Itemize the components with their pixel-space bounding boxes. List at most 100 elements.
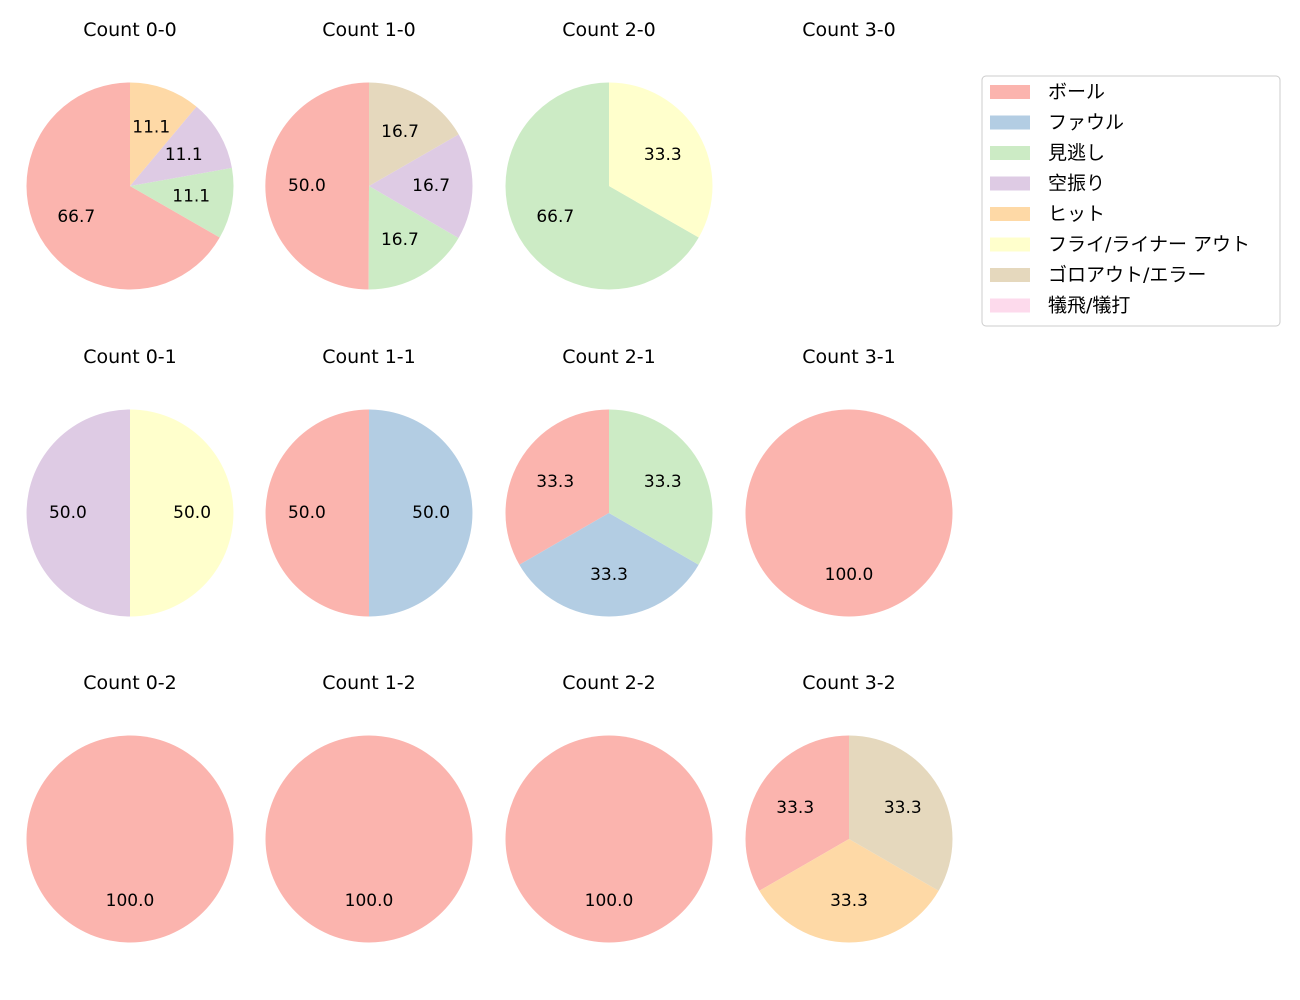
pie-slice-count-0-0-3 [130, 82, 197, 186]
slice-label: 100.0 [585, 891, 634, 911]
legend-label: ボール [1048, 81, 1105, 103]
legend-swatch [990, 85, 1030, 99]
pie-slice-count-1-0-2 [369, 134, 473, 238]
chart-title: Count 2-2 [562, 672, 656, 694]
pie-slice-count-0-0-1 [130, 167, 234, 238]
pie-slice-count-3-2-1 [759, 839, 939, 943]
slice-label: 33.3 [644, 145, 682, 165]
slice-label: 33.3 [884, 798, 922, 818]
slice-label: 16.7 [412, 176, 450, 196]
legend-label: 犠飛/犠打 [1048, 295, 1130, 317]
legend-swatch [990, 237, 1030, 252]
pie-slice-count-0-1-1 [130, 409, 234, 617]
legend-item-7: 犠飛/犠打 [990, 295, 1130, 317]
chart-title: Count 3-0 [802, 19, 896, 41]
pie-slice-count-0-0-2 [130, 106, 232, 186]
legend-swatch [990, 298, 1030, 313]
pie-count-2-2: Count 2-2 100.0 [505, 672, 713, 943]
slice-label: 100.0 [825, 565, 874, 585]
legend-swatch [990, 207, 1030, 221]
pie-slice-count-1-1-0 [265, 409, 369, 617]
legend-item-0: ボール [990, 81, 1105, 103]
legend-label: ファウル [1048, 112, 1124, 134]
slice-label: 66.7 [57, 207, 95, 227]
pie-count-0-2: Count 0-2 100.0 [26, 672, 234, 943]
charts-group: Count 0-0 66.7 11.1 11.1 11.1 Count 1-0 50.0 16… [26, 19, 953, 943]
legend-frame [981, 75, 1281, 327]
pie-count-2-1: Count 2-1 33.3 33.3 33.3 [505, 346, 713, 617]
pie-slice-count-2-0-0 [505, 82, 699, 290]
chart-title: Count 0-1 [83, 346, 177, 368]
pie-slice-count-2-0-1 [609, 82, 713, 238]
legend-label: 見逃し [1048, 142, 1105, 164]
pie-slice-count-2-1-2 [609, 409, 713, 565]
legend-label: ヒット [1048, 203, 1105, 225]
pie-count-2-0: Count 2-0 66.7 33.3 [505, 19, 713, 290]
chart-title: Count 0-0 [83, 19, 177, 41]
slice-label: 100.0 [345, 891, 394, 911]
pie-slice-count-2-2-0 [505, 735, 713, 943]
pie-slice-count-1-0-1 [368, 186, 459, 290]
pie-count-1-0: Count 1-0 50.0 16.7 16.7 16.7 [265, 19, 473, 290]
slice-label: 100.0 [106, 891, 155, 911]
pie-slice-count-0-1-0 [26, 409, 131, 617]
pie-slice-count-3-1-0 [745, 409, 953, 617]
slice-label: 66.7 [536, 207, 574, 227]
slice-label: 33.3 [644, 472, 682, 492]
chart-title: Count 0-2 [83, 672, 177, 694]
slice-label: 33.3 [590, 565, 628, 585]
pie-slice-count-1-0-0 [265, 82, 369, 290]
pie-slice-count-2-1-0 [505, 409, 609, 565]
pie-count-3-2: Count 3-2 33.3 33.3 33.3 [745, 672, 953, 943]
pie-slice-count-3-2-2 [849, 735, 953, 891]
slice-label: 11.1 [172, 187, 210, 207]
slice-label: 16.7 [381, 230, 419, 250]
slice-label: 33.3 [830, 891, 868, 911]
legend-item-5: フライ/ライナー アウト [990, 234, 1250, 256]
chart-title: Count 1-0 [322, 19, 416, 41]
chart-title: Count 1-2 [322, 672, 416, 694]
legend-swatch [990, 176, 1030, 191]
legend-item-3: 空振り [990, 173, 1105, 195]
pie-slice-count-1-0-3 [369, 82, 459, 186]
slice-label: 16.7 [381, 122, 419, 142]
pie-count-0-1: Count 0-1 50.0 50.0 [26, 346, 234, 617]
legend-swatch [990, 146, 1030, 160]
slice-label: 50.0 [49, 503, 87, 523]
slice-label: 50.0 [173, 503, 211, 523]
legend-swatch [990, 268, 1030, 282]
legend-swatch [990, 115, 1030, 130]
slice-label: 50.0 [288, 176, 326, 196]
pie-slice-count-1-2-0 [265, 735, 473, 943]
slice-label: 50.0 [412, 503, 450, 523]
pie-slice-count-0-0-0 [26, 82, 220, 290]
slice-label: 33.3 [536, 472, 574, 492]
slice-label: 50.0 [288, 503, 326, 523]
chart-title: Count 1-1 [322, 346, 416, 368]
legend-label: 空振り [1048, 173, 1105, 195]
pie-slice-count-0-2-0 [26, 735, 234, 943]
chart-title: Count 3-1 [802, 346, 896, 368]
pie-slice-count-2-1-1 [519, 513, 699, 617]
pie-count-3-1: Count 3-1 100.0 [745, 346, 953, 617]
slice-label: 11.1 [132, 118, 170, 138]
pie-count-1-1: Count 1-1 50.0 50.0 [265, 346, 473, 617]
chart-title: Count 3-2 [802, 672, 896, 694]
pie-count-1-2: Count 1-2 100.0 [265, 672, 473, 943]
pie-count-3-0: Count 3-0 [802, 19, 896, 41]
legend-item-2: 見逃し [990, 142, 1105, 164]
pie-slice-count-1-1-1 [369, 409, 473, 617]
pie-count-0-0: Count 0-0 66.7 11.1 11.1 11.1 [26, 19, 234, 290]
slice-label: 33.3 [776, 798, 814, 818]
legend-label: ゴロアウト/エラー [1048, 264, 1206, 286]
slice-label: 11.1 [165, 145, 203, 165]
pie-slice-count-3-2-0 [745, 735, 849, 891]
legend-item-4: ヒット [990, 203, 1105, 225]
legend-label: フライ/ライナー アウト [1048, 234, 1250, 256]
legend-item-1: ファウル [990, 112, 1124, 134]
legend-item-6: ゴロアウト/エラー [990, 264, 1206, 286]
chart-title: Count 2-1 [562, 346, 656, 368]
chart-title: Count 2-0 [562, 19, 656, 41]
